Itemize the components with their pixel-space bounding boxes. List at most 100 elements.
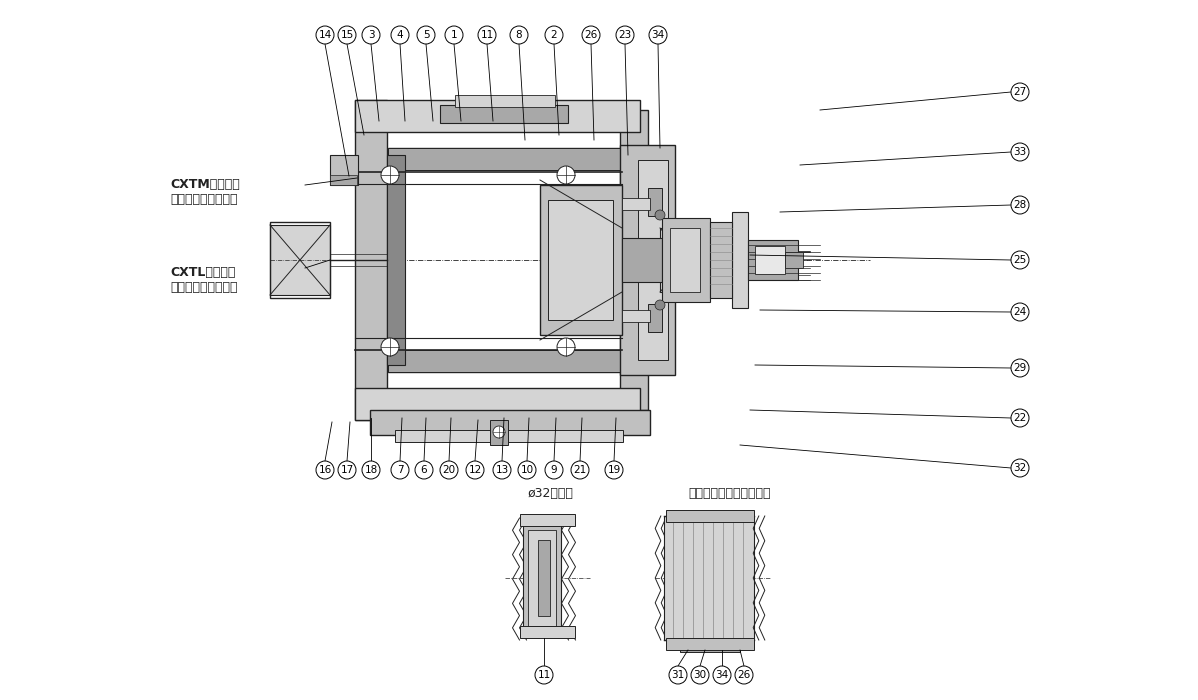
Text: 27: 27	[1014, 87, 1027, 97]
Bar	[520, 626, 575, 638]
Text: 10: 10	[520, 465, 533, 475]
Text: 33: 33	[1014, 147, 1027, 157]
Text: 15: 15	[340, 30, 353, 40]
Circle shape	[545, 26, 563, 44]
Bar	[621, 110, 648, 410]
Text: 14: 14	[319, 30, 332, 40]
Text: 3: 3	[368, 30, 374, 40]
Circle shape	[444, 26, 462, 44]
Text: 22: 22	[1014, 413, 1027, 423]
Circle shape	[1011, 359, 1029, 377]
Circle shape	[362, 461, 380, 479]
Bar	[329, 155, 358, 185]
Text: 24: 24	[1014, 307, 1027, 317]
Circle shape	[616, 26, 634, 44]
Bar	[666, 638, 754, 650]
Text: 20: 20	[442, 465, 455, 475]
Bar	[388, 350, 621, 372]
Bar	[455, 95, 555, 107]
Text: 26: 26	[738, 670, 751, 680]
Bar	[670, 228, 700, 292]
Bar	[490, 420, 508, 445]
Text: 2: 2	[551, 30, 557, 40]
Bar	[395, 430, 623, 442]
Circle shape	[417, 26, 435, 44]
Bar	[748, 240, 798, 280]
Text: 30: 30	[694, 670, 707, 680]
Circle shape	[440, 461, 458, 479]
Bar	[388, 170, 621, 352]
Circle shape	[1011, 143, 1029, 161]
Bar	[528, 530, 556, 626]
Circle shape	[381, 166, 399, 184]
Circle shape	[478, 26, 496, 44]
Circle shape	[362, 26, 380, 44]
Bar	[270, 225, 329, 295]
Bar	[662, 218, 710, 302]
Bar	[355, 100, 640, 132]
Circle shape	[494, 426, 506, 438]
Bar	[355, 100, 387, 420]
Circle shape	[415, 461, 432, 479]
Text: 29: 29	[1014, 363, 1027, 373]
Circle shape	[338, 26, 356, 44]
Text: ø32の場合: ø32の場合	[527, 487, 573, 500]
Circle shape	[668, 666, 686, 684]
Circle shape	[655, 210, 665, 220]
Bar	[664, 516, 754, 640]
Circle shape	[1011, 196, 1029, 214]
Bar	[622, 198, 651, 210]
Circle shape	[571, 461, 589, 479]
Bar	[538, 540, 550, 616]
Circle shape	[557, 338, 575, 356]
Bar	[540, 185, 622, 335]
Bar	[639, 160, 668, 360]
Bar	[660, 228, 715, 292]
Circle shape	[1011, 409, 1029, 427]
Text: 4: 4	[397, 30, 404, 40]
Text: 8: 8	[515, 30, 522, 40]
Circle shape	[536, 666, 553, 684]
Bar	[388, 148, 621, 372]
Text: 21: 21	[574, 465, 587, 475]
Bar	[388, 148, 621, 170]
Text: 11: 11	[538, 670, 551, 680]
Bar	[355, 388, 640, 420]
Text: CXTMの場合の
ガイド軸および軸受: CXTMの場合の ガイド軸および軸受	[170, 178, 240, 206]
Circle shape	[713, 666, 731, 684]
Bar	[547, 200, 613, 320]
Text: CXTLの場合の
ガイド軸および軸受: CXTLの場合の ガイド軸および軸受	[170, 266, 237, 294]
Bar	[520, 514, 575, 526]
Circle shape	[338, 461, 356, 479]
Bar	[329, 175, 357, 185]
Bar	[785, 252, 803, 268]
Circle shape	[605, 461, 623, 479]
Text: 12: 12	[468, 465, 482, 475]
Circle shape	[1011, 303, 1029, 321]
Circle shape	[1011, 459, 1029, 477]
Bar	[270, 222, 329, 298]
Bar	[680, 638, 740, 652]
Circle shape	[736, 666, 754, 684]
Circle shape	[557, 166, 575, 184]
Text: 1: 1	[450, 30, 458, 40]
Text: 7: 7	[397, 465, 404, 475]
Circle shape	[391, 26, 409, 44]
Circle shape	[494, 461, 512, 479]
Text: 16: 16	[319, 465, 332, 475]
Bar	[621, 145, 674, 375]
Text: 25: 25	[1014, 255, 1027, 265]
Bar	[524, 524, 561, 632]
Bar	[732, 212, 748, 308]
Text: 26: 26	[585, 30, 598, 40]
Text: 9: 9	[551, 465, 557, 475]
Circle shape	[691, 666, 709, 684]
Text: 31: 31	[671, 670, 684, 680]
Bar	[648, 188, 662, 216]
Circle shape	[316, 26, 334, 44]
Text: ロングストロークの場合: ロングストロークの場合	[689, 487, 772, 500]
Text: 6: 6	[420, 465, 428, 475]
Bar	[622, 310, 651, 322]
Bar	[622, 238, 662, 282]
Bar	[370, 410, 651, 435]
